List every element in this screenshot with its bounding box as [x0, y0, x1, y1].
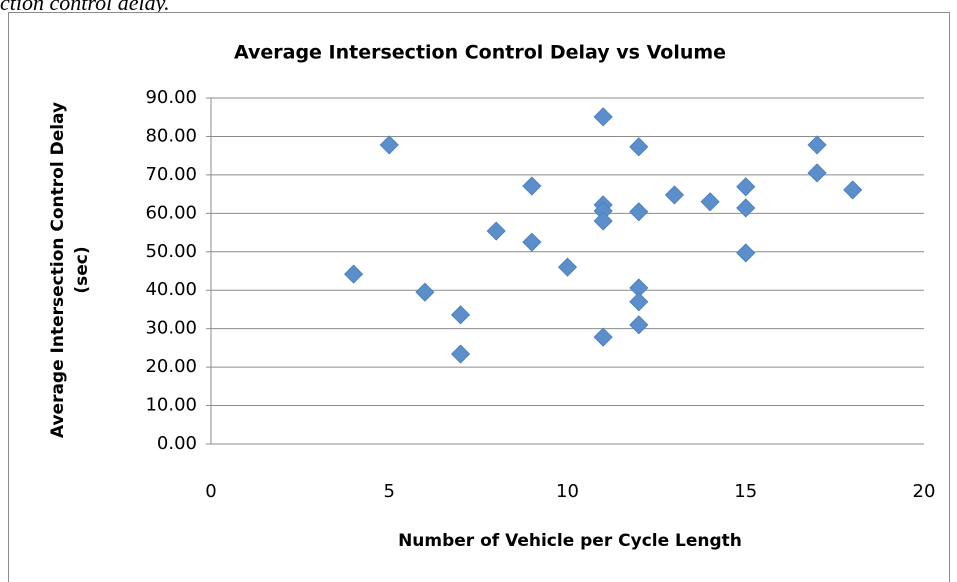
point [629, 137, 649, 157]
point [415, 282, 435, 302]
y-tick-label: 40.00 [145, 279, 197, 300]
point [807, 135, 827, 155]
x-tick-label: 10 [556, 481, 579, 502]
point [736, 177, 756, 197]
x-tick-label: 5 [384, 481, 395, 502]
point [593, 211, 613, 231]
y-tick-label: 60.00 [145, 202, 197, 223]
point [450, 305, 471, 325]
y-axis-label: Average Intersection Control Delay (sec) [48, 101, 92, 439]
point [843, 180, 863, 200]
point [593, 107, 613, 127]
point [629, 292, 649, 312]
y-tick-label: 70.00 [145, 164, 197, 185]
y-tick-label: 30.00 [145, 318, 197, 339]
chart-title: Average Intersection Control Delay vs Vo… [234, 42, 726, 64]
point [736, 198, 756, 218]
x-tick-label: 20 [913, 481, 936, 502]
point [593, 327, 613, 347]
point [700, 192, 720, 212]
x-axis-label: Number of Vehicle per Cycle Length [398, 531, 742, 551]
point [557, 257, 578, 277]
y-tick-label: 90.00 [145, 87, 197, 108]
x-tick-label: 0 [205, 481, 216, 502]
point [664, 185, 685, 205]
chart-frame [8, 12, 950, 582]
y-tick-label: 0.00 [157, 433, 197, 454]
point [736, 243, 756, 263]
point [450, 344, 471, 364]
point [629, 315, 649, 335]
y-tick-label: 80.00 [145, 125, 197, 146]
point [807, 163, 827, 183]
point [486, 221, 506, 241]
point [379, 135, 399, 155]
y-tick-label: 10.00 [145, 395, 197, 416]
point [522, 232, 542, 252]
point [629, 202, 649, 222]
caption: ction control delay. [0, 0, 170, 15]
point [522, 176, 542, 196]
y-tick-label: 20.00 [145, 356, 197, 377]
y-tick-label: 50.00 [145, 241, 197, 262]
x-tick-label: 15 [734, 481, 757, 502]
point [344, 264, 364, 284]
